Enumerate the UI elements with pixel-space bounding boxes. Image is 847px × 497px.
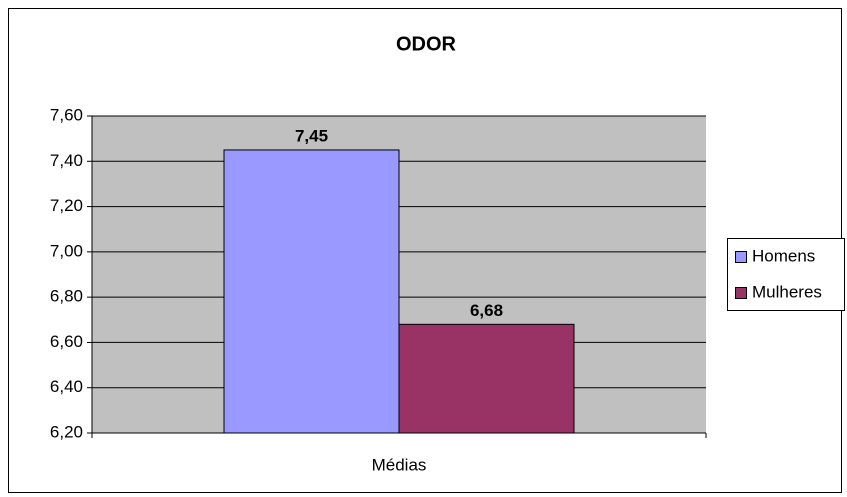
legend-swatch [735,251,747,263]
data-label: 6,68 [470,301,503,320]
legend-label: Homens [752,246,815,265]
y-tick-label: 7,00 [50,241,83,260]
bar [398,323,575,434]
y-tick-label: 7,20 [50,196,83,215]
data-label: 7,45 [295,126,328,145]
y-tick-label: 6,80 [50,287,83,306]
y-tick-label: 6,40 [50,377,83,396]
y-tick-label: 6,20 [50,422,83,441]
bar [223,149,400,434]
y-tick-label: 7,40 [50,151,83,170]
y-tick-label: 7,60 [50,105,83,124]
chart-title: ODOR [396,33,457,55]
legend-swatch [735,287,747,299]
x-tick-label: Médias [372,455,427,474]
legend-label: Mulheres [752,282,822,301]
y-tick-label: 6,60 [50,332,83,351]
